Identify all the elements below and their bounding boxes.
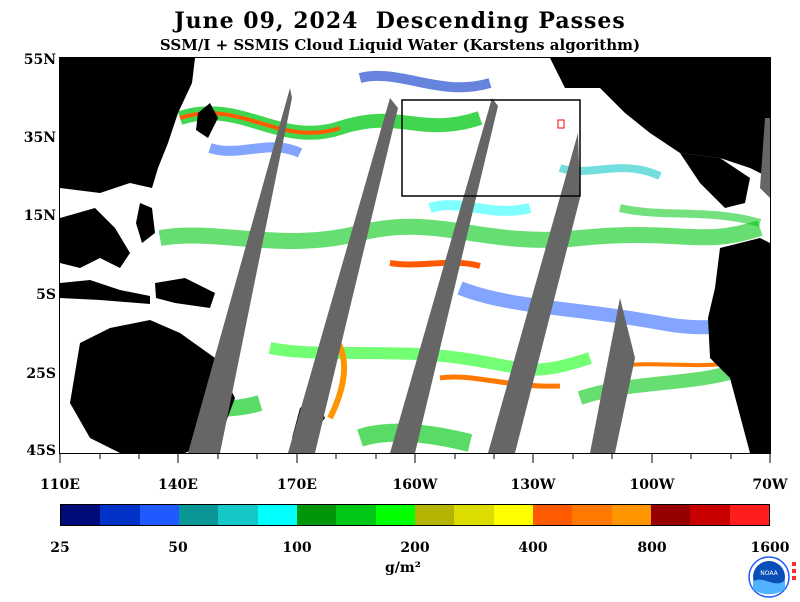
colorbar-label-25: 25 (50, 540, 70, 556)
psl-side-mark (792, 562, 798, 590)
noaa-logo-icon: NOAA (748, 556, 790, 598)
colorbar-segment-11 (454, 505, 494, 525)
southeast-asia (60, 208, 130, 268)
noaa-logo-text: NOAA (760, 570, 778, 577)
colorbar-label-100: 100 (282, 540, 312, 556)
new-guinea (155, 278, 215, 308)
south-america (708, 238, 770, 453)
swath-gap-3 (390, 98, 498, 453)
colorbar-segment-17 (690, 505, 730, 525)
asia-landmass (60, 58, 195, 193)
colorbar-segment-10 (414, 505, 455, 525)
japan (196, 103, 218, 138)
colorbar-label-50: 50 (168, 540, 188, 556)
map-frame (59, 57, 771, 454)
colorbar-segment-12 (493, 505, 533, 525)
lon-label-140e: 140E (158, 477, 198, 493)
lat-label-25s: 25S (26, 366, 56, 382)
swath-gap-6 (760, 118, 770, 198)
units-label: g/m² (385, 560, 421, 576)
lon-label-160w: 160W (392, 477, 438, 493)
colorbar-segment-16 (650, 505, 691, 525)
swath-gap-4 (488, 133, 580, 453)
lon-label-130w: 130W (510, 477, 556, 493)
colorbar-segment-13 (532, 505, 573, 525)
noaa-logo[interactable]: NOAA (748, 556, 790, 598)
colorbar-segment-1 (61, 505, 101, 525)
colorbar-segment-2 (100, 505, 140, 525)
swath-gap-2 (288, 98, 398, 453)
central-america (680, 153, 750, 208)
swath-gap-1 (188, 88, 292, 453)
land-masses (60, 58, 770, 453)
colorbar-label-400: 400 (518, 540, 548, 556)
colorbar-segment-4 (178, 505, 219, 525)
colorbar-segment-14 (572, 505, 612, 525)
colorbar-segment-3 (139, 505, 179, 525)
colorbar-segment-9 (375, 505, 415, 525)
swath-gap-5 (590, 298, 635, 453)
colorbar-label-800: 800 (637, 540, 667, 556)
small-red-marker (557, 119, 565, 129)
lat-label-35n: 35N (23, 130, 56, 146)
lat-label-55n: 55N (23, 52, 56, 68)
lon-label-70w: 70W (752, 477, 788, 493)
lat-label-45s: 45S (26, 443, 56, 459)
australia (70, 320, 235, 453)
region-box (401, 99, 581, 197)
colorbar-segment-6 (257, 505, 297, 525)
colorbar-segment-15 (611, 505, 651, 525)
color-scale-bar (60, 504, 770, 526)
colorbar-label-1600: 1600 (750, 540, 790, 556)
lat-label-5s: 5S (36, 287, 56, 303)
lon-label-100w: 100W (629, 477, 675, 493)
colorbar-label-200: 200 (400, 540, 430, 556)
colorbar-segment-5 (218, 505, 258, 525)
lon-axis-ticks (59, 453, 771, 463)
colorbar-segment-18 (729, 505, 769, 525)
indonesia-islands (60, 280, 150, 304)
colorbar-segment-7 (296, 505, 337, 525)
map-svg (60, 58, 770, 453)
lon-label-170e: 170E (277, 477, 317, 493)
colorbar-segment-8 (336, 505, 376, 525)
philippines (136, 203, 155, 243)
page-title: June 09, 2024 Descending Passes (174, 8, 626, 34)
no-data-swaths (188, 88, 770, 453)
north-america (550, 58, 770, 178)
cloud-liquid-water-map (60, 58, 770, 453)
page-subtitle: SSM/I + SSMIS Cloud Liquid Water (Karste… (159, 36, 641, 54)
lon-label-110e: 110E (40, 477, 80, 493)
lat-label-15n: 15N (23, 208, 56, 224)
